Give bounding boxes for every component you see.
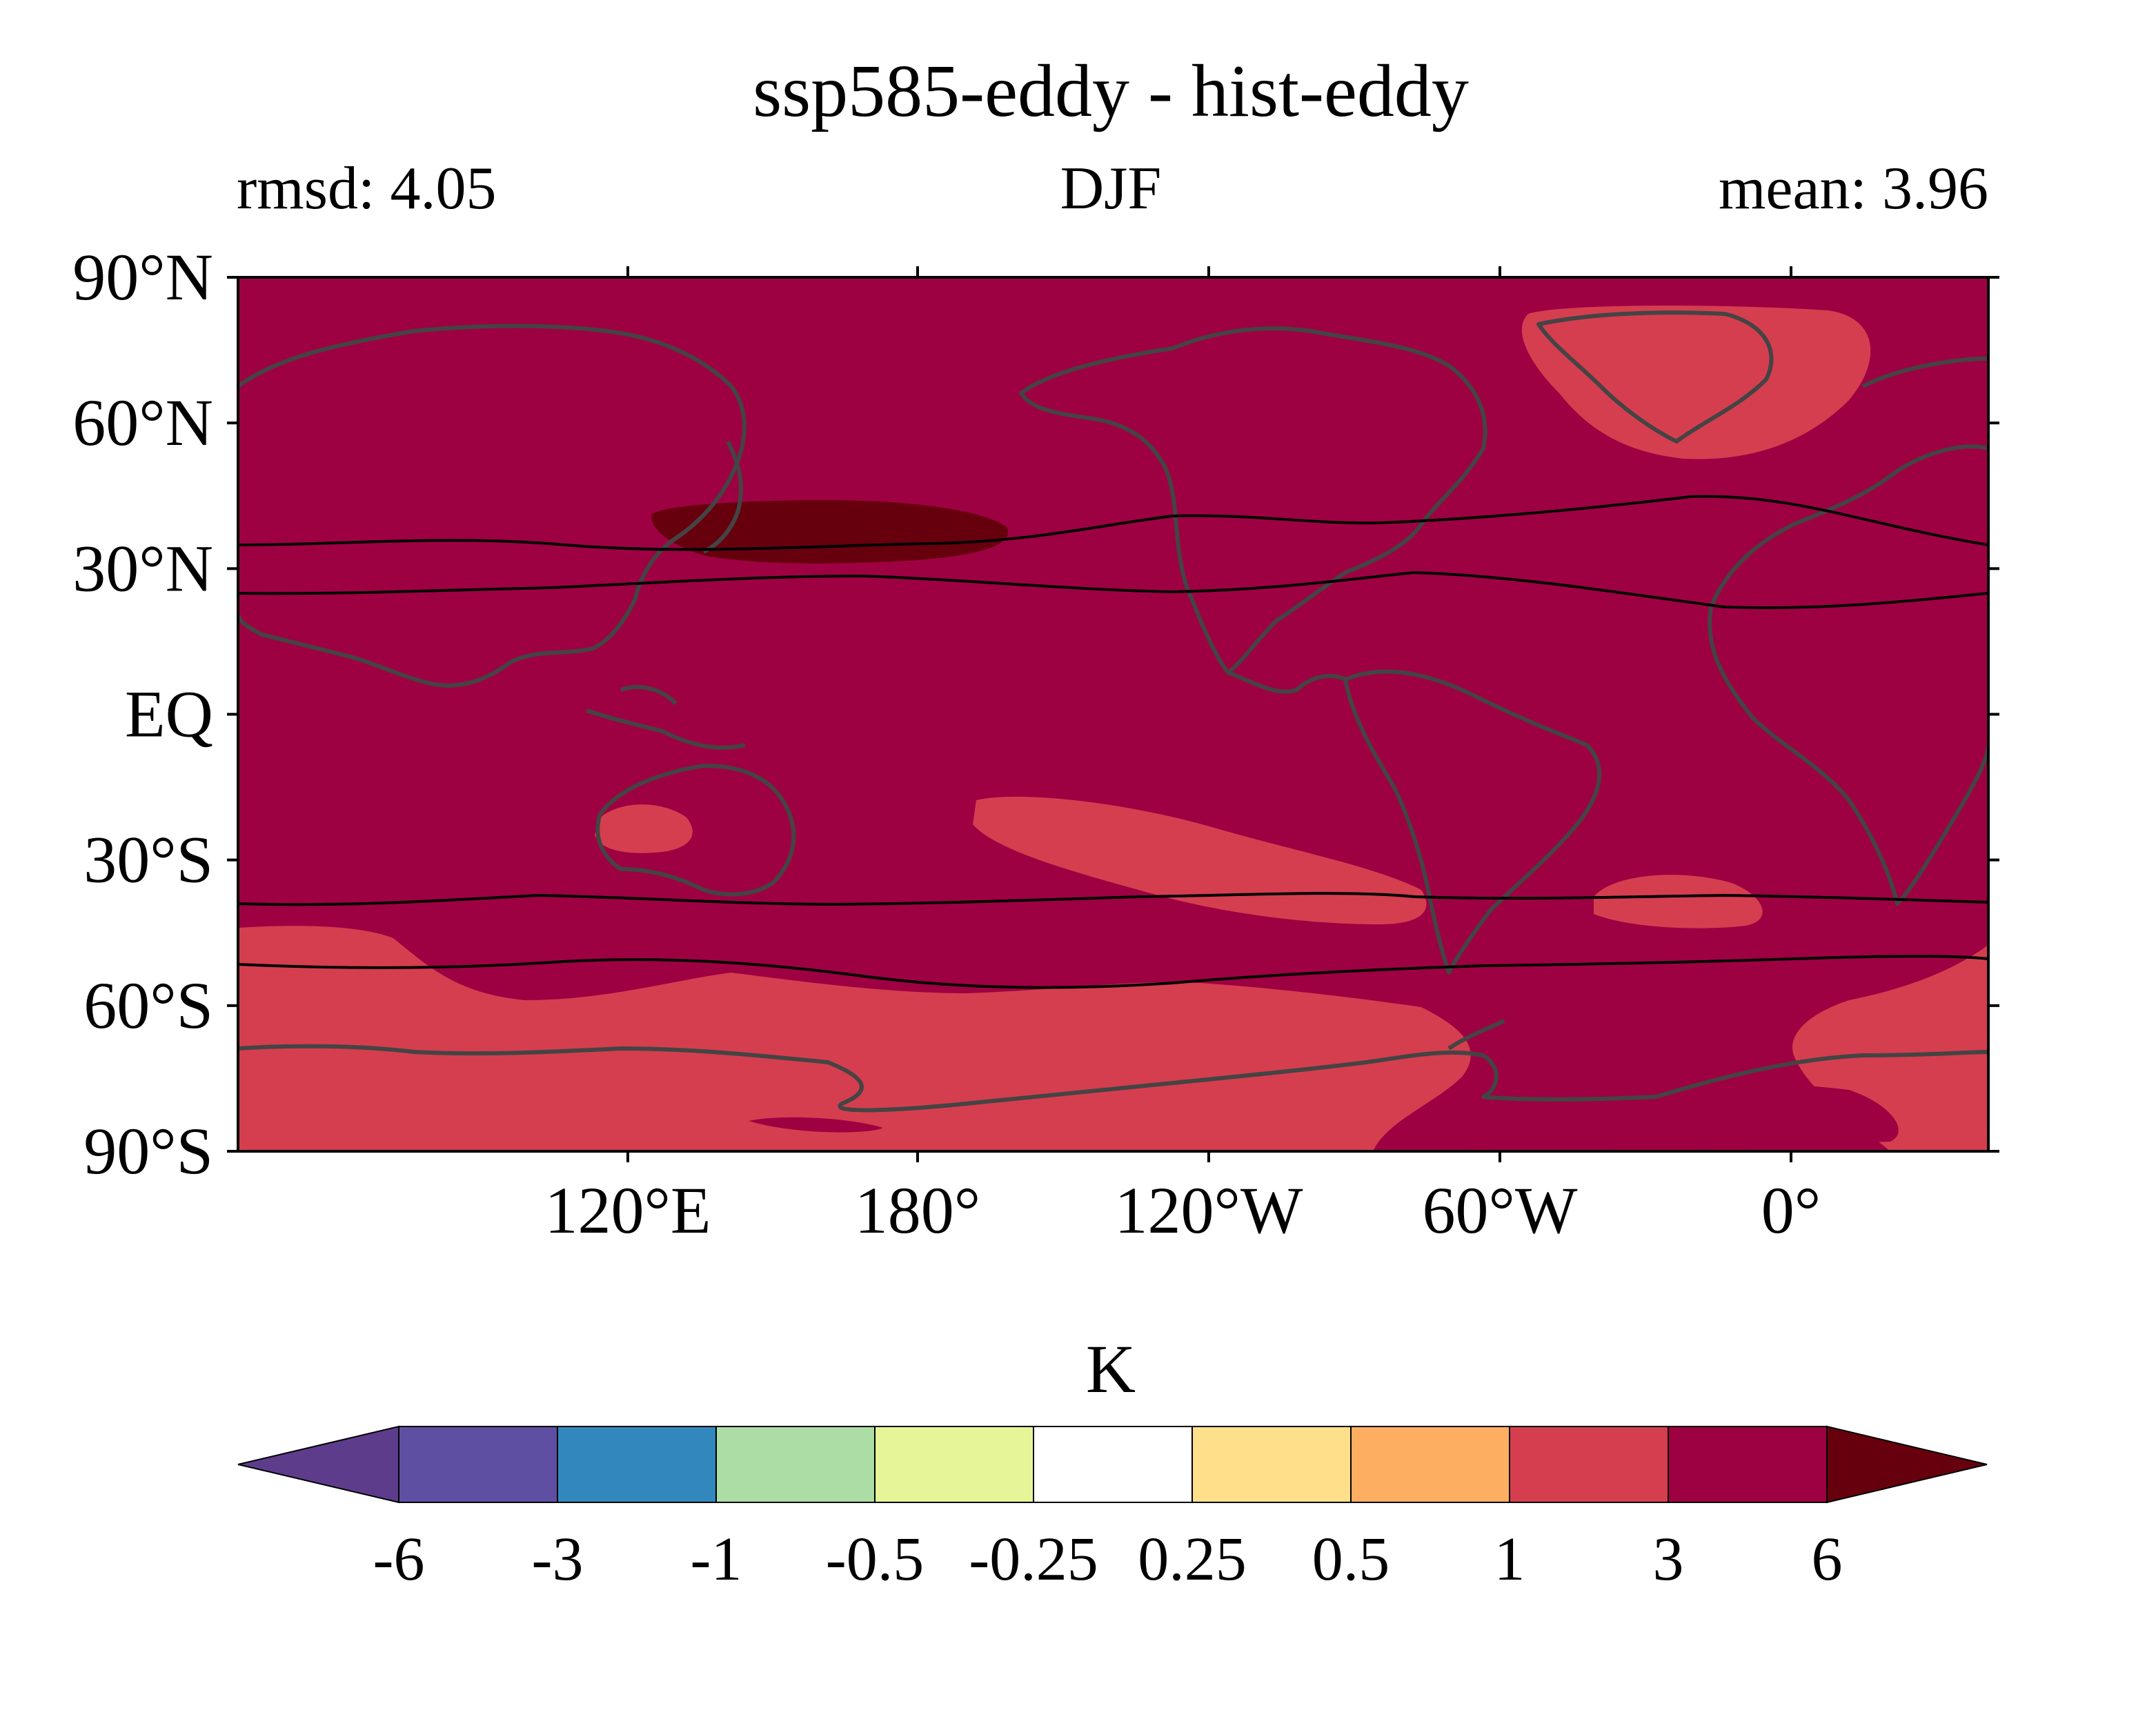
coast-europe-africa [1708, 357, 1988, 906]
y-tick-label: 30°N [72, 531, 213, 605]
colorbar-tick-label: -0.5 [826, 1525, 924, 1593]
coast-central-america [1227, 670, 1347, 694]
colorbar-bin [1191, 1426, 1352, 1503]
coast-north-america [1019, 326, 1487, 675]
jet-lines [238, 495, 1988, 989]
coast-japan [702, 440, 744, 554]
colorbar-tick-label: -0.25 [969, 1525, 1098, 1593]
region-south-atlantic [1594, 875, 1763, 928]
title: ssp585-eddy - hist-eddy [753, 50, 1469, 132]
coast-australia [595, 764, 796, 897]
colorbar-tick-label: -6 [373, 1525, 425, 1593]
region-north-atlantic-greenland [1521, 306, 1871, 459]
region-australia [595, 804, 693, 853]
coast-antarctica [238, 1044, 1988, 1113]
subtitle-right: mean: 3.96 [1719, 155, 1988, 222]
colorbar-tick-label: 6 [1812, 1525, 1843, 1593]
colorbar-unit-label: K [1086, 1331, 1136, 1407]
colorbar-bin [557, 1426, 717, 1503]
colorbar-bin [398, 1426, 558, 1503]
colorbar-tick-label: -3 [532, 1525, 584, 1593]
colorbar-bin [1509, 1426, 1669, 1503]
y-tick-label: 30°S [83, 823, 213, 897]
colorbar-under-extension [237, 1425, 399, 1504]
x-axis: 120°E 180° 120°W 60°W 0° [544, 266, 1821, 1247]
y-tick-label: 60°N [72, 386, 213, 459]
colorbar-tick-label: 1 [1494, 1525, 1525, 1593]
region-southern-ocean [238, 926, 1471, 1151]
subtitle-center: DJF [1060, 155, 1162, 222]
region-ross-3-to-6 [749, 1117, 883, 1133]
map-panel [238, 277, 1988, 1151]
x-tick-label: 180° [855, 1173, 980, 1247]
colorbar-bin [1668, 1426, 1828, 1503]
colorbar-bin [874, 1426, 1034, 1503]
jet-line-nh-hist [238, 570, 1988, 609]
coast-greenland [1536, 310, 1774, 444]
x-tick-label: 0° [1761, 1173, 1821, 1247]
colorbar-tick-label: 0.25 [1138, 1525, 1247, 1593]
colorbar-bin [1033, 1426, 1193, 1503]
coast-south-america [1343, 669, 1602, 975]
y-axis: 90°N 60°N 30°N EQ 30°S 60°S 90°S [72, 240, 1999, 1188]
x-tick-label: 120°W [1115, 1173, 1303, 1247]
anomaly-regions-1-to-3 [238, 306, 1988, 1151]
colorbar-bin [1350, 1426, 1510, 1503]
coastlines [238, 310, 1988, 1113]
y-tick-label: 60°S [83, 968, 213, 1042]
colorbar-bin [715, 1426, 876, 1503]
coast-maritime [586, 685, 746, 750]
region-antarctic-3-to-6 [1401, 1078, 1899, 1145]
x-tick-label: 120°E [544, 1173, 711, 1247]
jet-line-sh-future [238, 892, 1988, 906]
coast-antarctic-peninsula [1447, 1019, 1505, 1051]
colorbar-over-extension [1826, 1425, 1988, 1504]
jet-line-sh-hist [238, 955, 1988, 989]
x-tick-label: 60°W [1423, 1173, 1578, 1247]
subtitle-left: rmsd: 4.05 [237, 155, 496, 222]
y-tick-label: 90°N [72, 240, 213, 314]
colorbar-tick-label: 0.5 [1312, 1525, 1390, 1593]
jet-line-nh-future [238, 495, 1988, 551]
colorbar-tick-label: 3 [1653, 1525, 1684, 1593]
y-tick-label: 90°S [83, 1114, 213, 1188]
colorbar-tick-label: -1 [691, 1525, 742, 1593]
colorbar: K -6 -3 -1 -0.5 -0.25 0.25 0.5 1 3 6 [237, 1331, 1988, 1593]
y-tick-label: EQ [125, 677, 213, 751]
